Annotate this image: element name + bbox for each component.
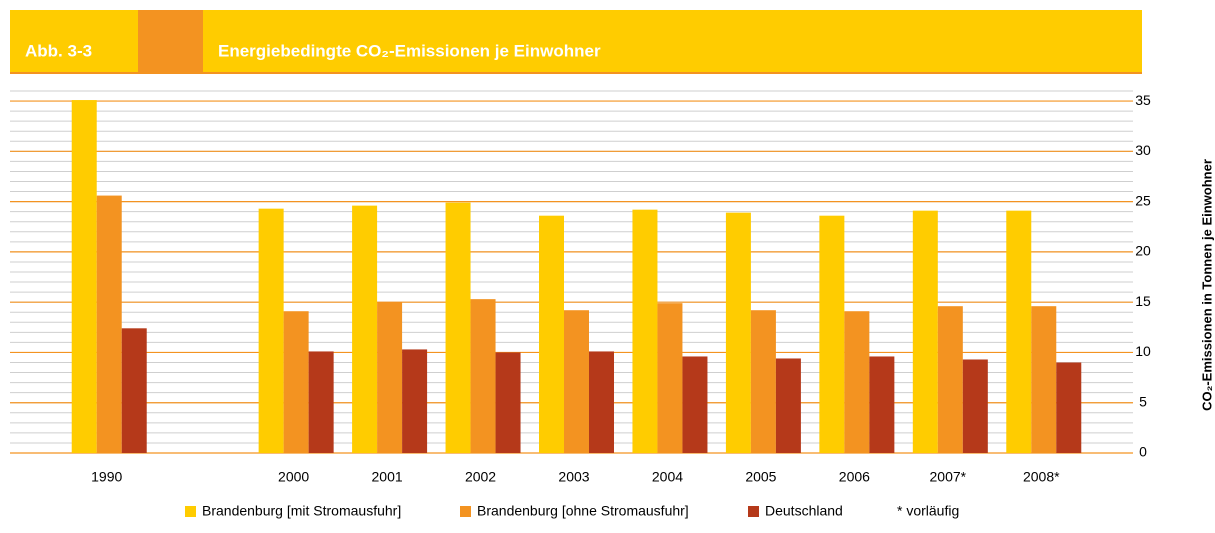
x-tick-label: 2004 — [652, 469, 683, 485]
chart-title: Energiebedingte CO₂-Emissionen je Einwoh… — [218, 41, 601, 60]
bar — [352, 205, 378, 453]
bar — [912, 210, 938, 453]
y-tick-label: 5 — [1139, 393, 1147, 409]
bar — [589, 351, 614, 453]
bar — [750, 310, 776, 453]
x-tick-label: 2008* — [1023, 469, 1060, 485]
bar — [564, 310, 589, 453]
bar — [682, 356, 708, 453]
bar — [96, 195, 122, 454]
bar — [775, 358, 801, 453]
bar — [725, 212, 751, 453]
bar — [258, 208, 284, 453]
bar — [657, 303, 683, 453]
bar — [445, 202, 471, 453]
legend-label: Brandenburg [mit Stromausfuhr] — [202, 503, 401, 519]
bar — [962, 359, 988, 453]
legend-swatch — [185, 506, 196, 517]
header-accent — [138, 10, 203, 72]
bar — [632, 209, 658, 453]
y-tick-label: 0 — [1139, 444, 1147, 460]
y-tick-label: 25 — [1135, 192, 1151, 208]
y-tick-label: 20 — [1135, 243, 1151, 259]
bar — [495, 352, 521, 453]
bar — [470, 299, 496, 453]
legend-swatch — [460, 506, 471, 517]
x-tick-label: 2005 — [745, 469, 776, 485]
bar — [377, 302, 403, 453]
legend-label: Brandenburg [ohne Stromausfuhr] — [477, 503, 689, 519]
legend-label: Deutschland — [765, 503, 843, 519]
bar — [1031, 306, 1057, 453]
x-tick-label: 2002 — [465, 469, 496, 485]
x-tick-label: 2000 — [278, 469, 309, 485]
bar — [937, 306, 963, 453]
bar — [1006, 210, 1032, 453]
bar — [402, 349, 428, 453]
bar — [539, 215, 564, 453]
bar — [869, 356, 895, 453]
bar — [844, 311, 870, 453]
x-tick-label: 2006 — [839, 469, 870, 485]
note: * vorläufig — [897, 503, 959, 519]
y-tick-label: 30 — [1135, 142, 1151, 158]
x-tick-label: 2003 — [558, 469, 589, 485]
bar — [308, 351, 334, 453]
y-tick-label: 10 — [1135, 343, 1151, 359]
x-tick-label: 2001 — [372, 469, 403, 485]
x-tick-label: 1990 — [91, 469, 122, 485]
bar — [283, 311, 309, 453]
y-tick-label: 15 — [1135, 293, 1151, 309]
y-tick-label: 35 — [1135, 92, 1151, 108]
x-tick-label: 2007* — [930, 469, 967, 485]
figure-label: Abb. 3-3 — [25, 41, 92, 60]
bar — [121, 328, 147, 453]
legend-swatch — [748, 506, 759, 517]
y-axis-label: CO₂-Emissionen in Tonnen je Einwohner — [1199, 159, 1214, 411]
bar — [819, 215, 845, 453]
bar — [1056, 362, 1082, 453]
bar — [71, 100, 97, 454]
